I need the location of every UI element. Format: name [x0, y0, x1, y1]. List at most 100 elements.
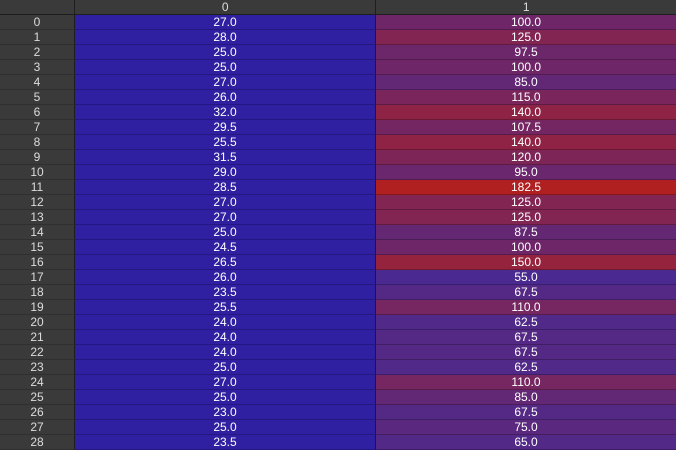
cell-col-1[interactable]: 67.5 [376, 330, 676, 345]
cell-col-1[interactable]: 140.0 [376, 135, 676, 150]
cell-col-0[interactable]: 24.0 [75, 345, 376, 360]
table-row[interactable]: 10 29.0 95.0 [0, 165, 676, 180]
cell-col-1[interactable]: 100.0 [376, 15, 676, 30]
row-index[interactable]: 19 [0, 300, 75, 315]
row-index[interactable]: 2 [0, 45, 75, 60]
cell-col-0[interactable]: 25.0 [75, 420, 376, 435]
cell-col-0[interactable]: 27.0 [75, 75, 376, 90]
table-row[interactable]: 4 27.0 85.0 [0, 75, 676, 90]
cell-col-0[interactable]: 25.5 [75, 135, 376, 150]
table-row[interactable]: 18 23.5 67.5 [0, 285, 676, 300]
cell-col-0[interactable]: 24.5 [75, 240, 376, 255]
row-index[interactable]: 26 [0, 405, 75, 420]
table-row[interactable]: 28 23.5 65.0 [0, 435, 676, 450]
cell-col-1[interactable]: 100.0 [376, 60, 676, 75]
cell-col-0[interactable]: 24.0 [75, 315, 376, 330]
column-header-0[interactable]: 0 [75, 0, 377, 14]
row-index[interactable]: 12 [0, 195, 75, 210]
cell-col-1[interactable]: 97.5 [376, 45, 676, 60]
row-index[interactable]: 11 [0, 180, 75, 195]
row-index[interactable]: 16 [0, 255, 75, 270]
cell-col-0[interactable]: 25.0 [75, 390, 376, 405]
cell-col-0[interactable]: 32.0 [75, 105, 376, 120]
table-row[interactable]: 5 26.0 115.0 [0, 90, 676, 105]
cell-col-0[interactable]: 23.0 [75, 405, 376, 420]
row-index[interactable]: 5 [0, 90, 75, 105]
row-index[interactable]: 14 [0, 225, 75, 240]
row-index[interactable]: 7 [0, 120, 75, 135]
cell-col-0[interactable]: 27.0 [75, 15, 376, 30]
row-index[interactable]: 0 [0, 15, 75, 30]
table-row[interactable]: 3 25.0 100.0 [0, 60, 676, 75]
cell-col-0[interactable]: 26.0 [75, 270, 376, 285]
row-index[interactable]: 27 [0, 420, 75, 435]
cell-col-1[interactable]: 115.0 [376, 90, 676, 105]
table-row[interactable]: 16 26.5 150.0 [0, 255, 676, 270]
cell-col-1[interactable]: 55.0 [376, 270, 676, 285]
cell-col-0[interactable]: 28.0 [75, 30, 376, 45]
cell-col-0[interactable]: 25.0 [75, 45, 376, 60]
row-index[interactable]: 1 [0, 30, 75, 45]
table-row[interactable]: 14 25.0 87.5 [0, 225, 676, 240]
table-row[interactable]: 26 23.0 67.5 [0, 405, 676, 420]
cell-col-1[interactable]: 95.0 [376, 165, 676, 180]
cell-col-1[interactable]: 182.5 [376, 180, 676, 195]
header-corner[interactable] [0, 0, 75, 14]
cell-col-1[interactable]: 87.5 [376, 225, 676, 240]
row-index[interactable]: 10 [0, 165, 75, 180]
row-index[interactable]: 20 [0, 315, 75, 330]
table-row[interactable]: 20 24.0 62.5 [0, 315, 676, 330]
cell-col-1[interactable]: 125.0 [376, 210, 676, 225]
table-row[interactable]: 13 27.0 125.0 [0, 210, 676, 225]
cell-col-1[interactable]: 67.5 [376, 285, 676, 300]
cell-col-0[interactable]: 23.5 [75, 285, 376, 300]
cell-col-0[interactable]: 25.0 [75, 225, 376, 240]
row-index[interactable]: 17 [0, 270, 75, 285]
table-row[interactable]: 21 24.0 67.5 [0, 330, 676, 345]
table-row[interactable]: 9 31.5 120.0 [0, 150, 676, 165]
row-index[interactable]: 9 [0, 150, 75, 165]
row-index[interactable]: 3 [0, 60, 75, 75]
row-index[interactable]: 6 [0, 105, 75, 120]
cell-col-1[interactable]: 67.5 [376, 405, 676, 420]
table-row[interactable]: 15 24.5 100.0 [0, 240, 676, 255]
column-header-1[interactable]: 1 [522, 0, 530, 14]
row-index[interactable]: 4 [0, 75, 75, 90]
cell-col-1[interactable]: 85.0 [376, 390, 676, 405]
table-row[interactable]: 1 28.0 125.0 [0, 30, 676, 45]
cell-col-1[interactable]: 110.0 [376, 375, 676, 390]
cell-col-0[interactable]: 27.0 [75, 375, 376, 390]
cell-col-1[interactable]: 120.0 [376, 150, 676, 165]
cell-col-0[interactable]: 27.0 [75, 195, 376, 210]
cell-col-1[interactable]: 100.0 [376, 240, 676, 255]
cell-col-1[interactable]: 62.5 [376, 315, 676, 330]
row-index[interactable]: 24 [0, 375, 75, 390]
cell-col-1[interactable]: 75.0 [376, 420, 676, 435]
table-row[interactable]: 27 25.0 75.0 [0, 420, 676, 435]
cell-col-0[interactable]: 25.5 [75, 300, 376, 315]
cell-col-0[interactable]: 29.0 [75, 165, 376, 180]
cell-col-1[interactable]: 150.0 [376, 255, 676, 270]
table-row[interactable]: 22 24.0 67.5 [0, 345, 676, 360]
cell-col-0[interactable]: 31.5 [75, 150, 376, 165]
cell-col-1[interactable]: 110.0 [376, 300, 676, 315]
row-index[interactable]: 22 [0, 345, 75, 360]
cell-col-1[interactable]: 107.5 [376, 120, 676, 135]
cell-col-1[interactable]: 85.0 [376, 75, 676, 90]
cell-col-0[interactable]: 23.5 [75, 435, 376, 450]
cell-col-0[interactable]: 25.0 [75, 60, 376, 75]
cell-col-0[interactable]: 26.5 [75, 255, 376, 270]
cell-col-1[interactable]: 67.5 [376, 345, 676, 360]
cell-col-1[interactable]: 125.0 [376, 30, 676, 45]
row-index[interactable]: 23 [0, 360, 75, 375]
cell-col-1[interactable]: 140.0 [376, 105, 676, 120]
cell-col-0[interactable]: 24.0 [75, 330, 376, 345]
table-row[interactable]: 11 28.5 182.5 [0, 180, 676, 195]
row-index[interactable]: 18 [0, 285, 75, 300]
cell-col-1[interactable]: 125.0 [376, 195, 676, 210]
cell-col-0[interactable]: 26.0 [75, 90, 376, 105]
table-row[interactable]: 8 25.5 140.0 [0, 135, 676, 150]
table-row[interactable]: 24 27.0 110.0 [0, 375, 676, 390]
row-index[interactable]: 21 [0, 330, 75, 345]
table-row[interactable]: 19 25.5 110.0 [0, 300, 676, 315]
